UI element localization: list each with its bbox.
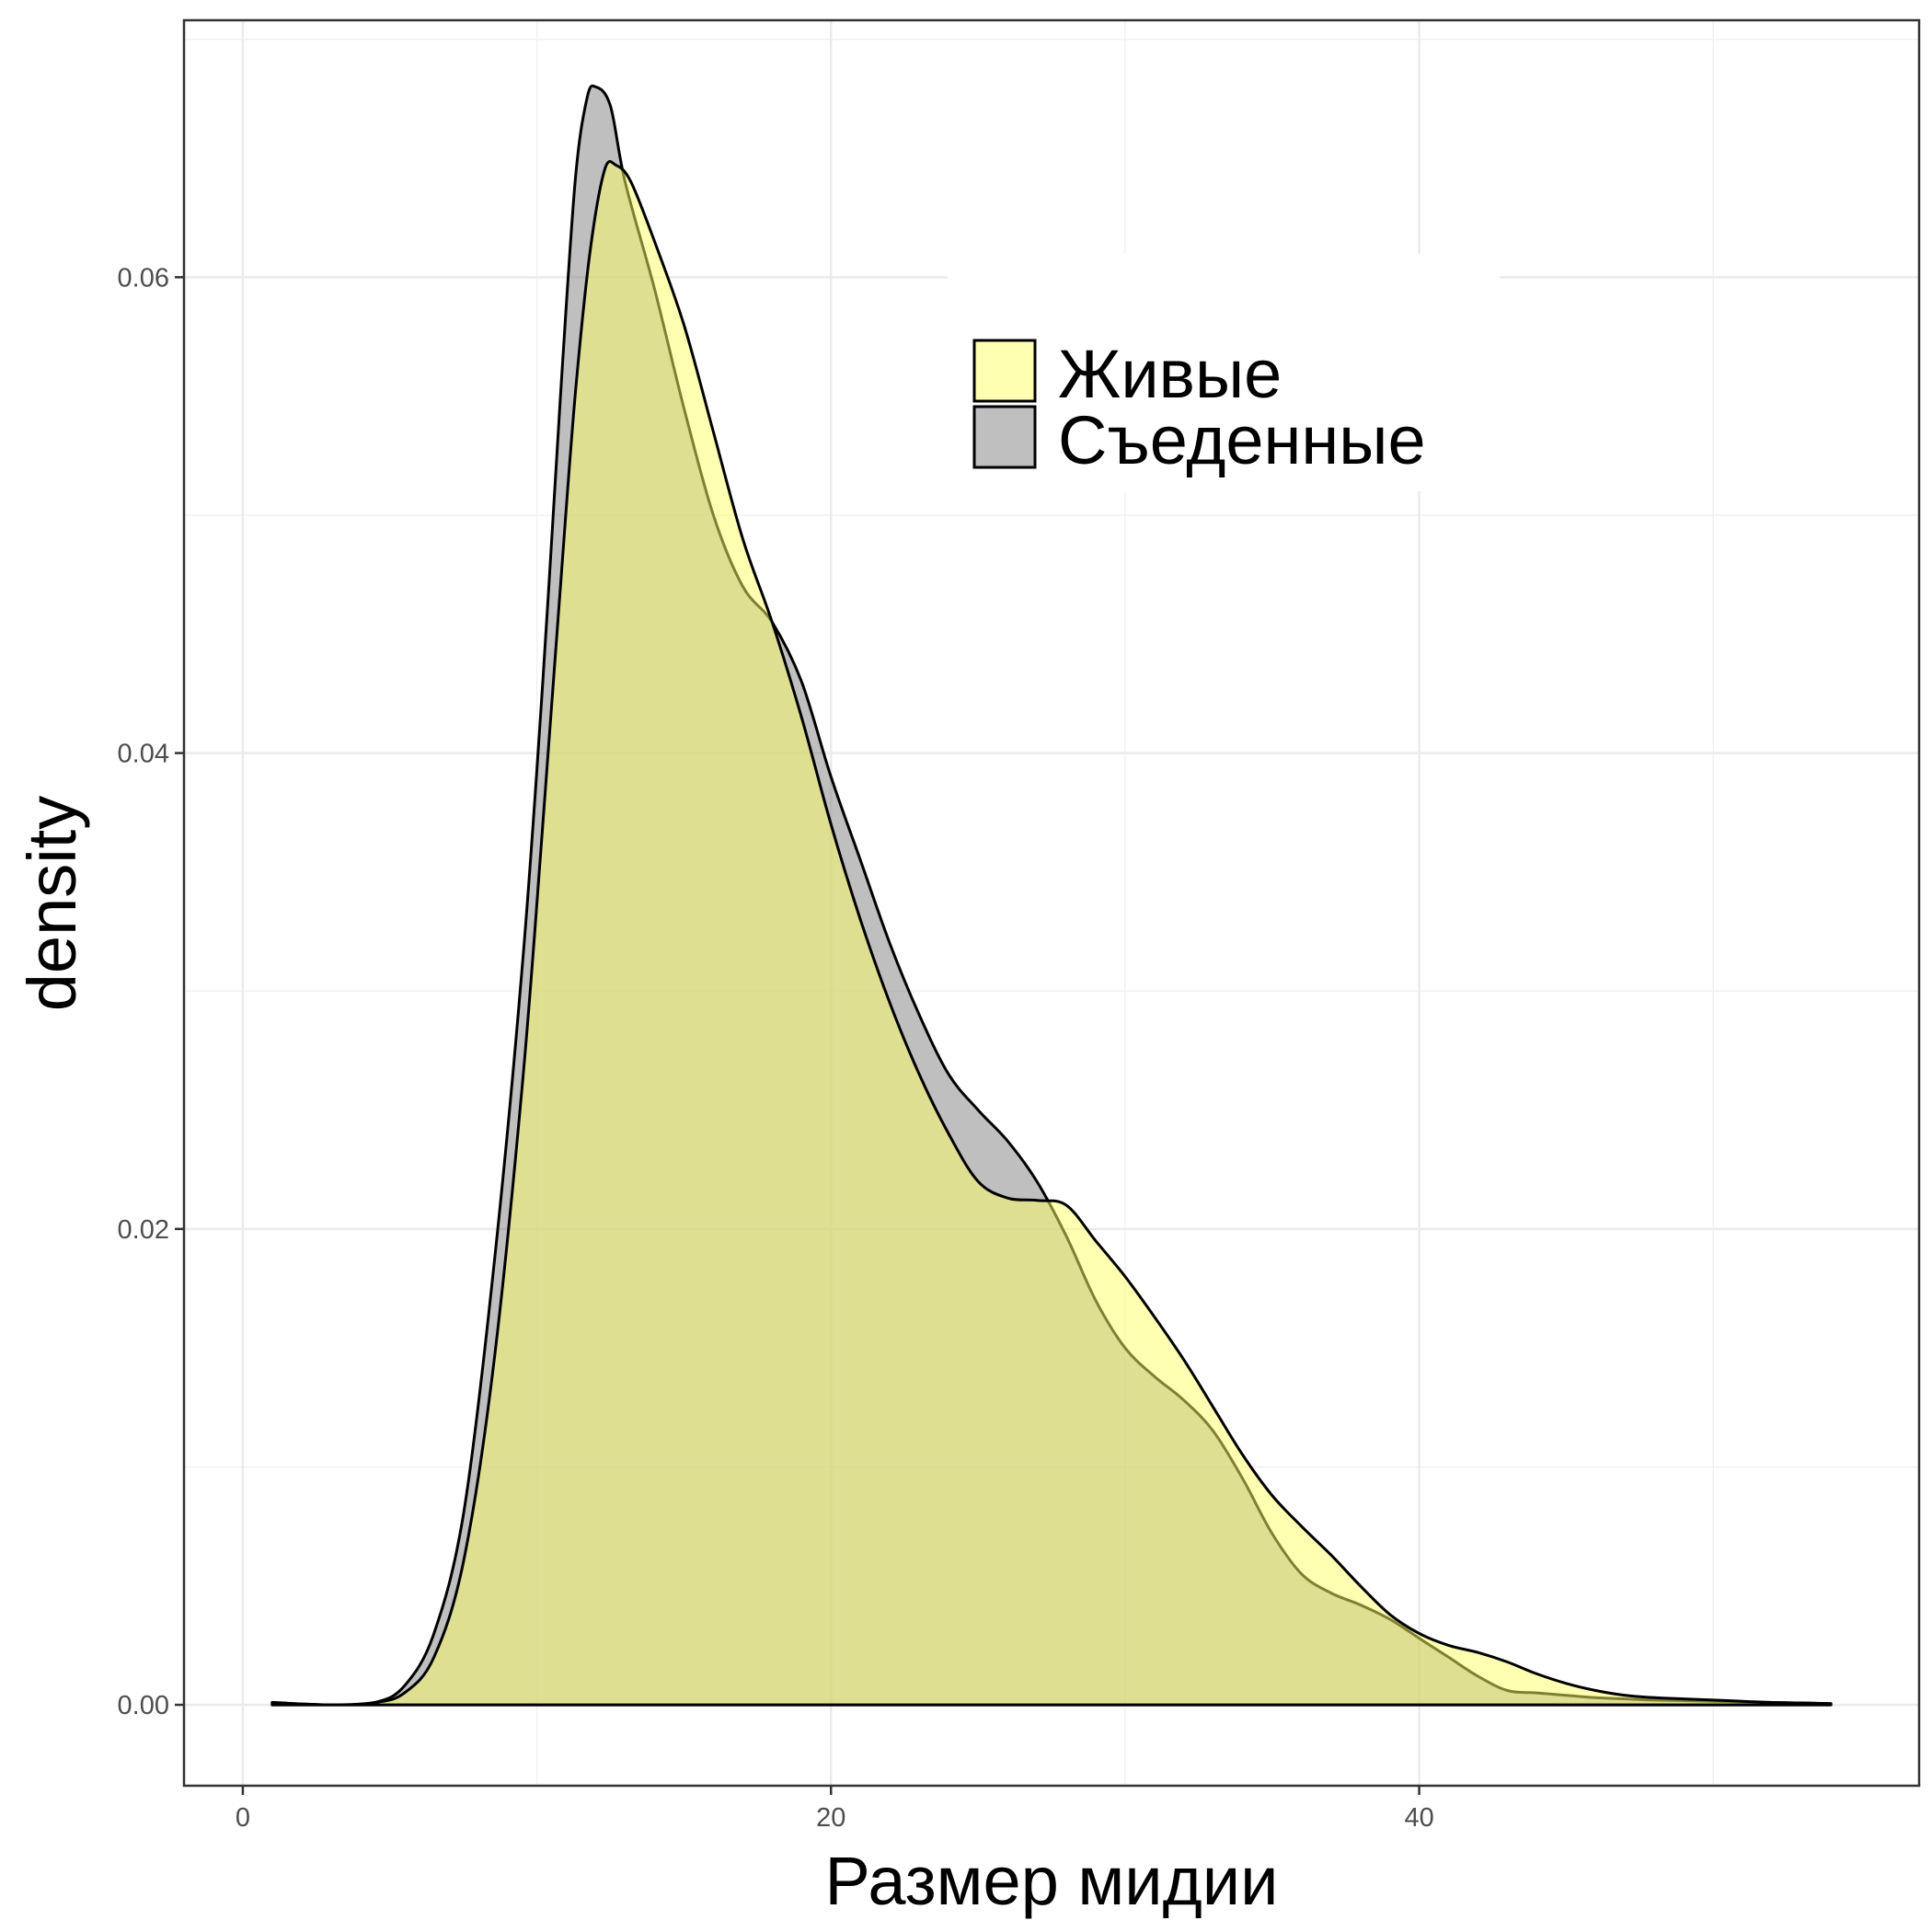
x-tick-label: 20 xyxy=(816,1803,845,1833)
legend-background xyxy=(948,254,1500,491)
y-axis: 0.00 0.02 0.04 0.06 xyxy=(118,263,184,1720)
y-axis-title: density xyxy=(14,796,90,1011)
legend-label-sedennye: Съеденные xyxy=(1058,402,1426,478)
x-axis-title: Размер мидии xyxy=(825,1843,1279,1919)
density-area-zhivye xyxy=(270,160,1833,1707)
x-tick-label: 0 xyxy=(236,1803,250,1833)
legend-label-zhivye: Живые xyxy=(1058,336,1282,412)
y-tick-label: 0.04 xyxy=(118,740,169,769)
legend: Живые Съеденные xyxy=(948,254,1500,491)
x-tick-label: 40 xyxy=(1404,1803,1433,1833)
plot-border xyxy=(182,18,1921,1788)
y-tick-label: 0.02 xyxy=(118,1215,169,1245)
legend-key-sedennye xyxy=(972,405,1037,469)
x-axis: 0 20 40 xyxy=(236,1786,1434,1833)
y-tick-label: 0.00 xyxy=(118,1691,169,1720)
density-areas xyxy=(270,84,1833,1707)
y-tick-label: 0.06 xyxy=(118,263,169,293)
legend-key-zhivye xyxy=(972,339,1037,403)
